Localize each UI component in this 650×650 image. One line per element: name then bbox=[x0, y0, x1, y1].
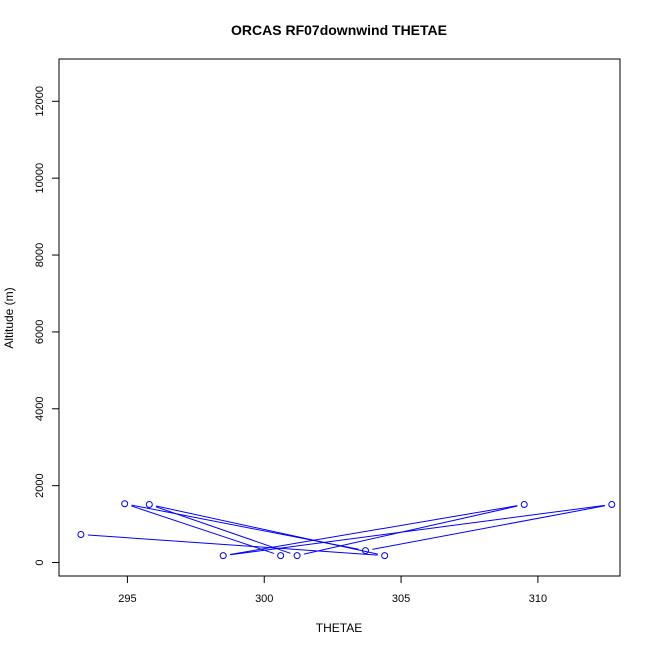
y-axis: 0 2000 4000 6000 8000 10000 12000 bbox=[34, 86, 60, 566]
data-point bbox=[293, 552, 301, 560]
x-tick-label: 300 bbox=[255, 593, 273, 605]
series-line-segment bbox=[230, 505, 518, 555]
y-tick-label: 0 bbox=[34, 559, 46, 565]
data-point bbox=[121, 500, 129, 508]
y-axis-label: Altitude (m) bbox=[2, 287, 16, 348]
data-point bbox=[608, 501, 616, 509]
series-line-segment bbox=[230, 504, 605, 556]
x-tick-label: 305 bbox=[392, 593, 410, 605]
series-layer bbox=[77, 500, 616, 560]
data-point bbox=[219, 552, 227, 560]
data-point bbox=[361, 547, 369, 555]
series-line-segment bbox=[303, 505, 518, 555]
y-tick-label: 12000 bbox=[34, 86, 46, 117]
x-tick-label: 310 bbox=[529, 593, 547, 605]
series-line-segment bbox=[87, 534, 378, 556]
data-point bbox=[520, 501, 528, 509]
data-point bbox=[145, 501, 153, 509]
series-line-segment bbox=[131, 505, 275, 554]
y-tick-label: 4000 bbox=[34, 397, 46, 421]
y-tick-label: 10000 bbox=[34, 163, 46, 194]
data-point bbox=[277, 552, 285, 560]
chart-title: ORCAS RF07downwind THETAE bbox=[231, 22, 447, 38]
y-tick-label: 6000 bbox=[34, 320, 46, 344]
y-tick-label: 8000 bbox=[34, 243, 46, 267]
y-tick-label: 2000 bbox=[34, 473, 46, 497]
series-line-segment bbox=[131, 504, 359, 550]
x-axis: 295 300 305 310 bbox=[118, 575, 547, 605]
data-point bbox=[381, 552, 389, 560]
x-axis-label: THETAE bbox=[316, 621, 362, 635]
series-line-segment bbox=[372, 505, 606, 550]
plot-frame bbox=[58, 58, 621, 577]
data-point bbox=[77, 530, 85, 538]
x-tick-label: 295 bbox=[118, 593, 136, 605]
